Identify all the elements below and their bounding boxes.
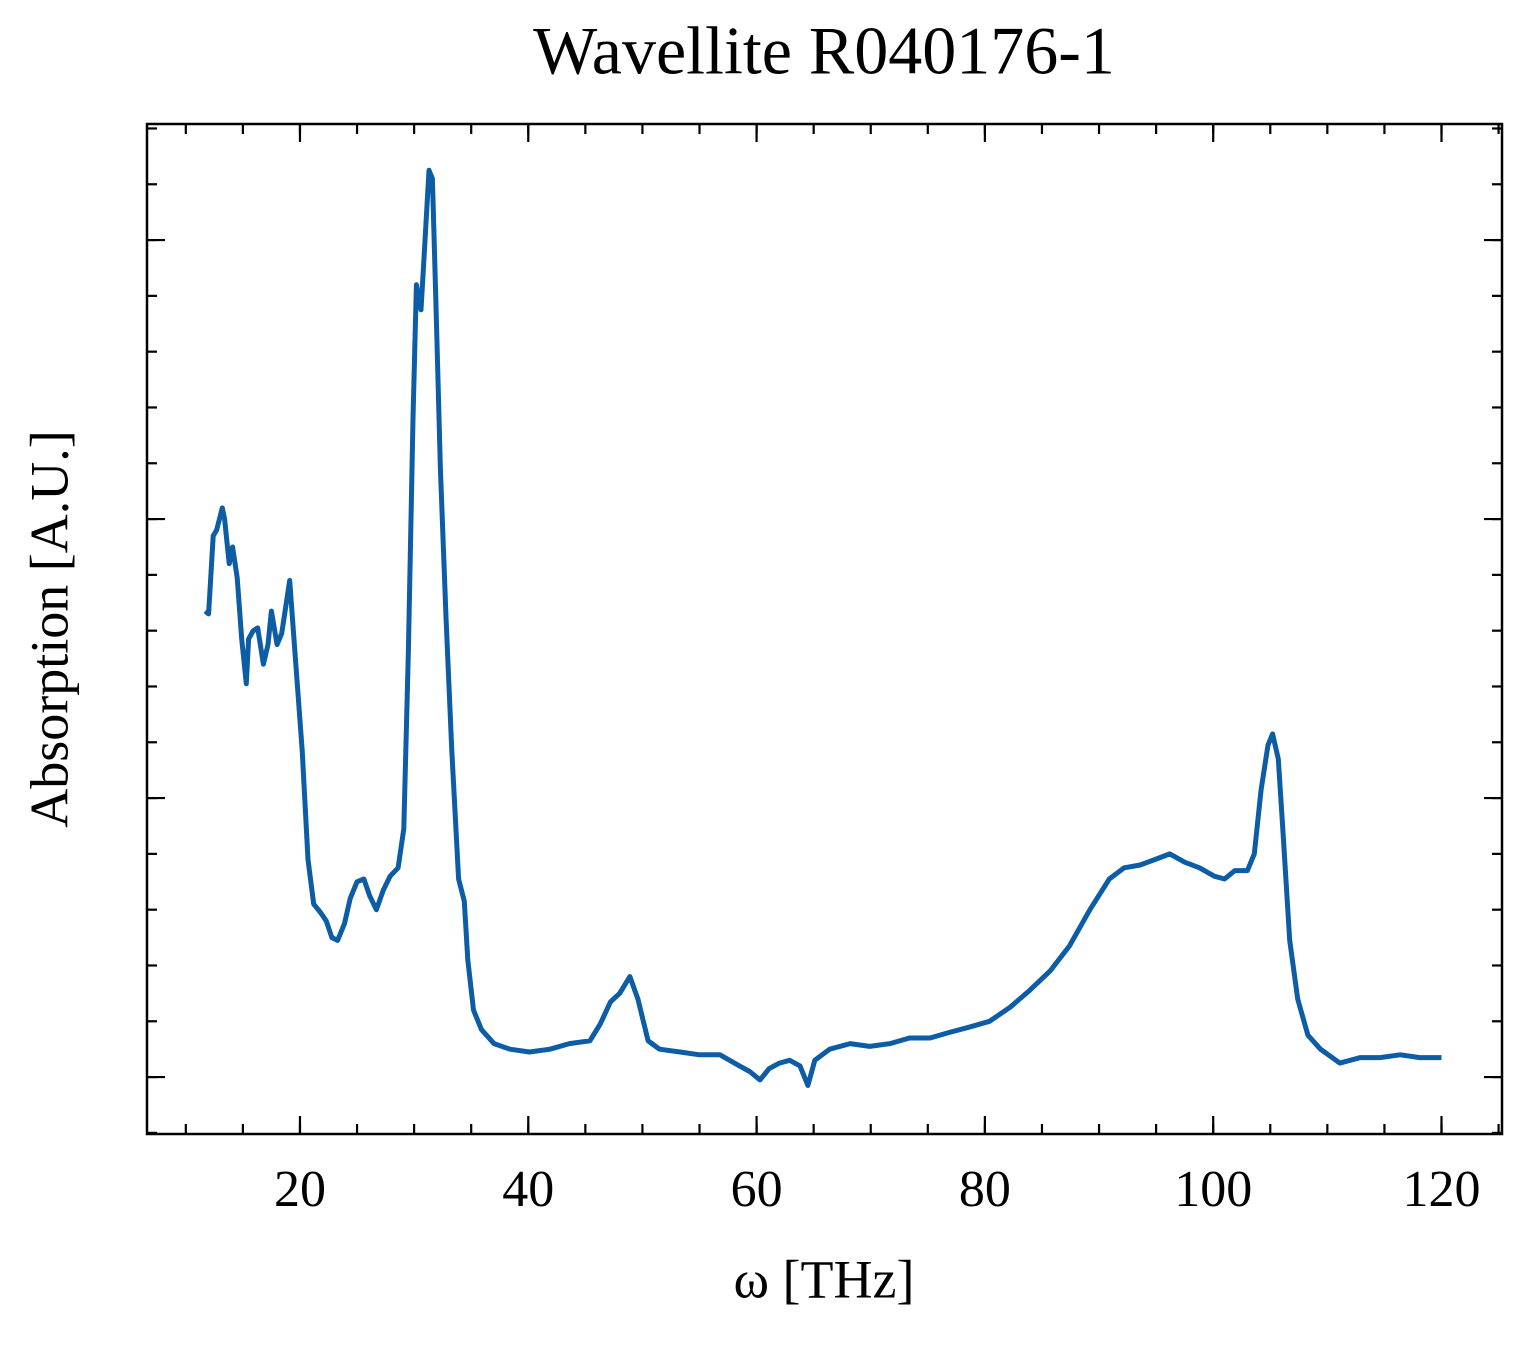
x-tick-label: 80	[959, 1161, 1011, 1218]
x-tick-label: 40	[502, 1161, 554, 1218]
x-tick-label: 120	[1402, 1161, 1480, 1218]
data-line	[203, 167, 1442, 1088]
y-axis-label: Absorption [A.U.]	[19, 430, 79, 827]
x-tick-label: 20	[274, 1161, 326, 1218]
chart-title: Wavellite R040176-1	[533, 13, 1115, 89]
x-tick-label: 100	[1174, 1161, 1252, 1218]
plot-frame	[145, 122, 1504, 1136]
x-axis-label: ω [THz]	[734, 1249, 915, 1309]
x-tick-label: 60	[731, 1161, 783, 1218]
